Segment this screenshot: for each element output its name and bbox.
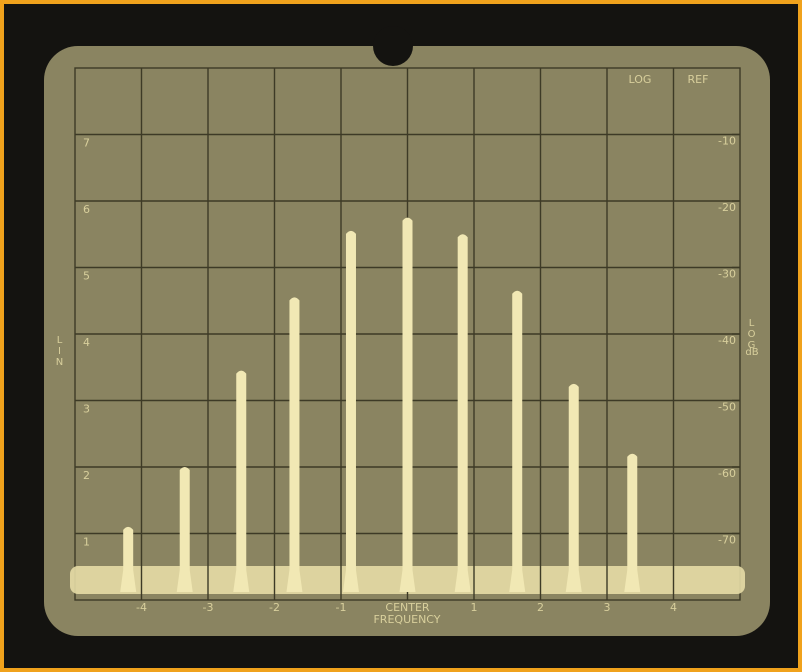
spike xyxy=(565,383,582,592)
y2-tick-label: -10 xyxy=(718,135,736,148)
x-tick-label: 3 xyxy=(604,601,611,614)
y2-tick-label: -20 xyxy=(718,201,736,214)
spike xyxy=(120,526,137,592)
spike xyxy=(342,230,359,593)
y-tick-label: 2 xyxy=(83,469,90,482)
spike xyxy=(176,467,193,592)
spike xyxy=(233,370,250,592)
y2-tick-label: -40 xyxy=(718,334,736,347)
y-tick-label: 4 xyxy=(83,336,90,349)
x-tick-label: 2 xyxy=(537,601,544,614)
y-tick-label: 1 xyxy=(83,536,90,549)
y2-tick-label: -70 xyxy=(718,534,736,547)
y-tick-label: 7 xyxy=(83,137,90,150)
x-axis-label: FREQUENCY xyxy=(373,613,440,626)
top-label: REF xyxy=(688,73,709,86)
spike xyxy=(399,217,416,592)
spike xyxy=(509,290,526,592)
x-tick-label: -2 xyxy=(269,601,280,614)
y2-tick-label: -50 xyxy=(718,401,736,414)
x-tick-label: -4 xyxy=(136,601,147,614)
spike xyxy=(624,453,641,592)
y-tick-label: 3 xyxy=(83,403,90,416)
y-tick-label: 5 xyxy=(83,270,90,283)
x-tick-label: 1 xyxy=(471,601,478,614)
x-tick-label: CENTER xyxy=(385,601,430,614)
y2-tick-label: -60 xyxy=(718,467,736,480)
y-tick-label: 6 xyxy=(83,203,90,216)
top-label: LOG xyxy=(629,73,652,86)
notch xyxy=(373,26,413,66)
y-axis-label: LIN xyxy=(54,335,65,368)
y2-axis-label: LOG xyxy=(746,318,757,351)
x-tick-label: -3 xyxy=(203,601,214,614)
x-tick-label: -1 xyxy=(336,601,347,614)
y2-axis-unit: dB xyxy=(745,347,758,358)
x-tick-label: 4 xyxy=(670,601,677,614)
spike xyxy=(454,234,471,592)
spike xyxy=(286,297,303,592)
y2-tick-label: -30 xyxy=(718,268,736,281)
